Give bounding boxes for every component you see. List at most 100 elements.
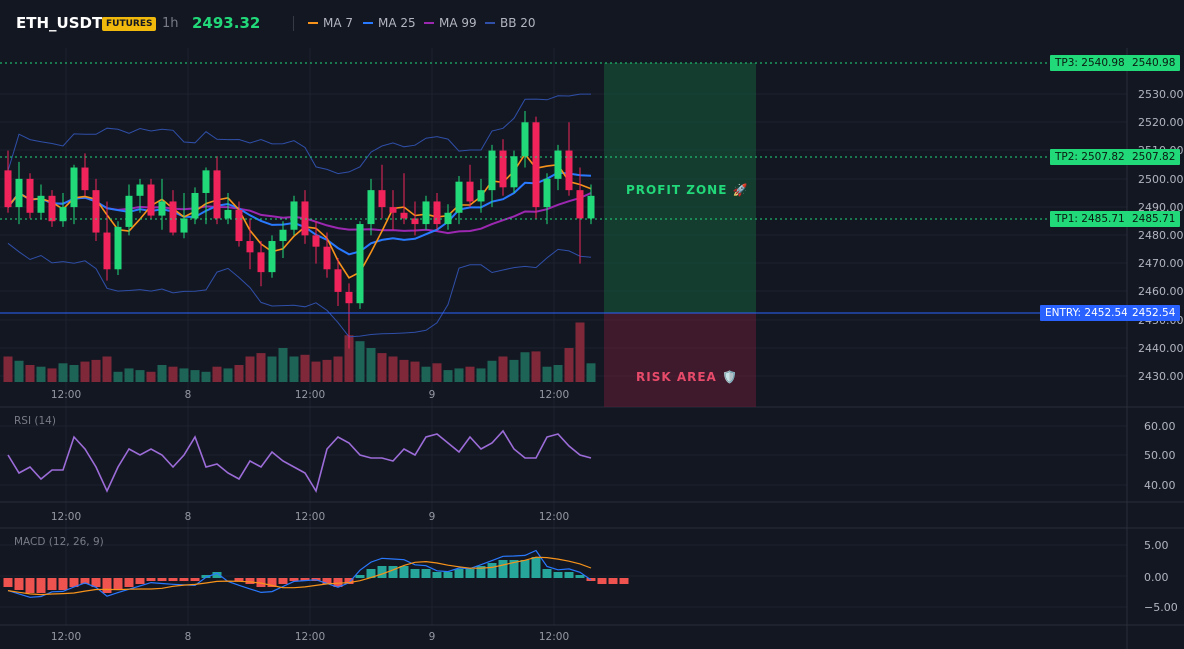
macd-hist-49: [542, 569, 552, 578]
volume-bar-10: [113, 371, 123, 382]
candle-body-7: [81, 167, 89, 191]
candle-body-43: [477, 190, 485, 202]
macd-signal-line: [7, 556, 592, 596]
futures-badge: FUTURES: [102, 17, 157, 31]
candle-body-41: [455, 181, 463, 213]
volume-bar-22: [245, 356, 255, 382]
candle-body-46: [510, 156, 518, 188]
header-divider: [293, 16, 294, 31]
candle-body-16: [180, 218, 188, 233]
grid-lines: [0, 48, 1184, 649]
candle-body-28: [312, 235, 320, 247]
volume-bar-12: [135, 370, 145, 382]
macd-hist-3: [36, 578, 46, 593]
macd-hist-0: [3, 578, 13, 587]
volume-bar-45: [498, 356, 508, 382]
volume-bar-52: [575, 322, 585, 382]
candle-body-30: [334, 269, 342, 292]
candle-body-31: [345, 291, 353, 304]
volume-bars: [3, 322, 596, 382]
volume-bar-8: [91, 359, 101, 382]
price-tick-1: 2520.00: [1138, 116, 1184, 129]
volume-bar-50: [553, 365, 563, 382]
candle-body-48: [532, 122, 540, 208]
rsi-line: [7, 429, 592, 494]
candle-body-14: [158, 201, 166, 216]
volume-bar-43: [476, 368, 486, 382]
tp2-tag[interactable]: TP2: 2507.82: [1050, 149, 1130, 165]
volume-bar-16: [179, 368, 189, 382]
candle-body-42: [466, 181, 474, 202]
bollinger-bands: [7, 93, 592, 338]
rsi-tick-1: 50.00: [1144, 449, 1176, 462]
tp1-tag[interactable]: TP1: 2485.71: [1050, 211, 1130, 227]
tp3-tag[interactable]: TP3: 2540.98: [1050, 55, 1130, 71]
macd-hist-37: [410, 569, 420, 578]
volume-bar-46: [509, 359, 519, 382]
candle-body-35: [389, 207, 397, 213]
volume-bar-18: [201, 371, 211, 382]
volume-bar-41: [454, 368, 464, 382]
time-axis: 12:00 8 12:00 9 12:00 12:00 8 12:00 9 12:00 12:00 8…: [51, 389, 569, 643]
volume-bar-11: [124, 368, 134, 382]
risk-zone-box: [604, 313, 756, 407]
volume-bar-31: [344, 335, 354, 382]
candle-body-3: [37, 195, 45, 213]
volume-bar-9: [102, 356, 112, 382]
time-tick-2-2: 12:00: [295, 631, 325, 643]
time-tick-0-4: 12:00: [539, 389, 569, 401]
profit-zone-label: PROFIT ZONE 🚀: [626, 183, 749, 197]
candle-body-51: [565, 150, 573, 191]
legend-ma99[interactable]: MA 99: [424, 16, 477, 30]
price-tick-5: 2480.00: [1138, 229, 1184, 242]
volume-bar-15: [168, 366, 178, 382]
price-tick-6: 2470.00: [1138, 257, 1184, 270]
price-tick-7: 2460.00: [1138, 285, 1184, 298]
volume-bar-27: [300, 354, 310, 382]
legend-ma7[interactable]: MA 7: [308, 16, 353, 30]
entry-tag[interactable]: ENTRY: 2452.54: [1040, 305, 1133, 321]
volume-bar-17: [190, 370, 200, 382]
candle-body-45: [499, 150, 507, 188]
volume-bar-1: [14, 360, 24, 382]
macd-hist-5: [58, 578, 68, 590]
candle-body-50: [554, 150, 562, 179]
legend-ma25[interactable]: MA 25: [363, 16, 416, 30]
volume-bar-37: [410, 361, 420, 382]
volume-bar-4: [47, 368, 57, 382]
macd-hist-21: [234, 578, 244, 581]
candle-body-25: [279, 229, 287, 242]
legend-bb20-swatch: [485, 21, 495, 24]
candle-body-32: [356, 224, 364, 304]
price-axis[interactable]: 2530.002520.002510.002500.002490.002480.…: [1138, 88, 1184, 383]
legend-ma7-swatch: [308, 21, 318, 24]
timeframe-label[interactable]: 1h: [162, 16, 179, 31]
volume-bar-19: [212, 366, 222, 382]
legend-bb20[interactable]: BB 20: [485, 16, 536, 30]
time-tick-2-0: 12:00: [51, 631, 81, 643]
candle-body-8: [92, 190, 100, 233]
volume-bar-47: [520, 352, 530, 382]
candle-body-36: [400, 212, 408, 219]
rsi-tick-0: 60.00: [1144, 420, 1176, 433]
candle-body-15: [169, 201, 177, 233]
time-tick-1-0: 12:00: [51, 511, 81, 523]
macd-hist-52: [575, 575, 585, 578]
macd-hist-4: [47, 578, 57, 590]
volume-bar-14: [157, 365, 167, 382]
volume-bar-29: [322, 359, 332, 382]
volume-bar-24: [267, 356, 277, 382]
macd-hist-16: [179, 578, 189, 581]
candle-body-9: [103, 232, 111, 270]
macd-hist-29: [322, 578, 332, 584]
candle-body-17: [191, 192, 199, 219]
candle-body-2: [26, 178, 34, 213]
volume-bar-48: [531, 351, 541, 382]
symbol-title[interactable]: ETH_USDT: [16, 14, 103, 32]
legend-bb20-label: BB 20: [500, 16, 536, 30]
time-tick-1-2: 12:00: [295, 511, 325, 523]
rsi-pane[interactable]: 60.00 50.00 40.00: [7, 420, 1176, 494]
macd-pane[interactable]: 5.00 0.00 −5.00: [3, 539, 1178, 614]
macd-hist-26: [289, 578, 299, 581]
